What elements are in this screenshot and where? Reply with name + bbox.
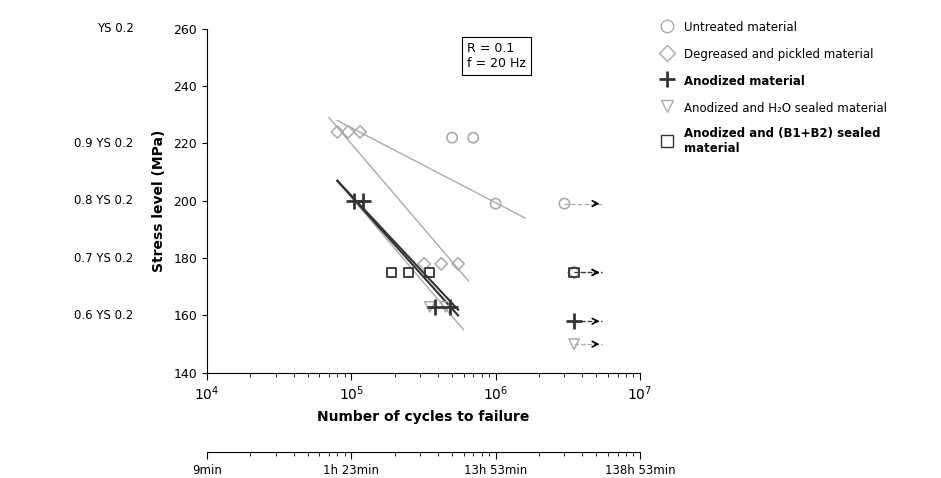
Legend: Untreated material, Degreased and pickled material, Anodized material, Anodized : Untreated material, Degreased and pickle…	[660, 20, 886, 155]
Text: 0.9 YS 0.2: 0.9 YS 0.2	[74, 137, 134, 150]
Point	[384, 269, 399, 276]
Point	[341, 128, 356, 136]
Point	[329, 128, 344, 136]
Point	[566, 340, 582, 348]
Point	[423, 303, 438, 311]
Point	[451, 260, 466, 268]
Point	[427, 303, 442, 311]
Text: R = 0.1
f = 20 Hz: R = 0.1 f = 20 Hz	[467, 43, 526, 70]
X-axis label: Number of cycles to failure: Number of cycles to failure	[317, 410, 530, 424]
Point	[347, 197, 362, 205]
Point	[438, 303, 453, 311]
Point	[442, 303, 457, 311]
Point	[353, 128, 368, 136]
Point	[417, 260, 432, 268]
Text: 0.6 YS 0.2: 0.6 YS 0.2	[74, 309, 134, 322]
Point	[445, 134, 460, 141]
Point	[466, 134, 481, 141]
Point	[566, 269, 582, 276]
Point	[566, 269, 582, 276]
Text: YS 0.2: YS 0.2	[97, 22, 134, 35]
Point	[423, 269, 438, 276]
Point	[557, 200, 572, 207]
Point	[355, 197, 370, 205]
Text: 0.8 YS 0.2: 0.8 YS 0.2	[74, 194, 134, 207]
Point	[488, 200, 503, 207]
Point	[566, 317, 582, 325]
Point	[401, 269, 416, 276]
Y-axis label: Stress level (MPa): Stress level (MPa)	[152, 130, 167, 272]
Point	[434, 260, 449, 268]
Text: 0.7 YS 0.2: 0.7 YS 0.2	[74, 251, 134, 265]
